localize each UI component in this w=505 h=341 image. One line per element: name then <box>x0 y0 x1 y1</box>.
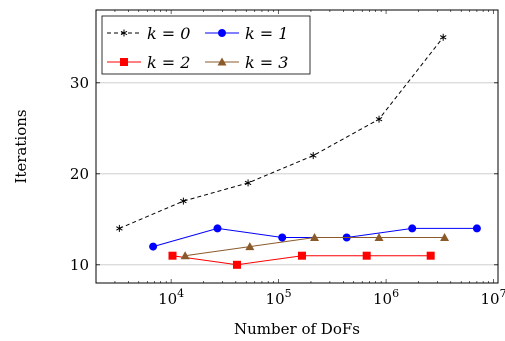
star-stroke <box>439 35 447 40</box>
legend-label-k-2: k = 2 <box>147 53 190 72</box>
data-point-k-3-1 <box>245 242 255 251</box>
star-stroke <box>375 117 383 122</box>
data-point-k-0-0 <box>116 224 123 232</box>
series-layer <box>116 33 481 269</box>
data-point-k-2-4 <box>426 251 435 260</box>
legend: k = 0 k = 1 k = 2 k = 3 <box>101 15 311 75</box>
y-tick-label-20: 20 <box>70 165 89 183</box>
series-k-3 <box>180 233 450 260</box>
series-line-k-0 <box>119 36 444 229</box>
data-point-k-2-3 <box>362 251 371 260</box>
star-stroke <box>116 226 123 231</box>
data-point-k-3-4 <box>440 233 450 241</box>
data-point-k-1-1 <box>213 224 222 233</box>
data-point-k-2-1 <box>232 260 241 269</box>
legend-marker-k-1 <box>218 29 226 37</box>
data-point-k-1-0 <box>149 242 158 251</box>
x-tick-label-4: 104 <box>158 287 184 308</box>
legend-box <box>101 15 311 75</box>
data-point-k-0-4 <box>375 115 383 123</box>
data-point-k-1-4 <box>408 224 417 233</box>
x-tick-label-6: 106 <box>373 287 399 308</box>
star-stroke <box>180 198 187 204</box>
legend-label-k-1: k = 1 <box>245 24 288 43</box>
y-tick-label-10: 10 <box>70 256 89 274</box>
legend-marker-k-3 <box>217 57 227 66</box>
legend-marker-k-0 <box>120 29 128 37</box>
data-point-k-0-2 <box>244 179 252 187</box>
star-stroke <box>120 30 128 36</box>
x-tick-label-5: 105 <box>266 287 292 308</box>
data-point-k-0-3 <box>309 152 317 160</box>
series-k-2 <box>168 251 435 269</box>
x-tick-label-7: 107 <box>481 287 505 308</box>
legend-entry-k-3: k = 3 <box>205 53 288 72</box>
x-axis-label: Number of DoFs <box>234 320 360 338</box>
legend-label-k-0: k = 0 <box>147 24 190 43</box>
data-point-k-2-0 <box>168 251 177 260</box>
star-stroke <box>309 153 317 158</box>
y-axis-label: Iterations <box>12 109 30 183</box>
data-point-k-1-2 <box>278 233 287 242</box>
series-k-0 <box>116 33 447 232</box>
legend-label-k-3: k = 3 <box>245 53 288 72</box>
legend-entry-k-0: k = 0 <box>107 24 190 43</box>
data-point-k-3-3 <box>374 233 384 241</box>
data-point-k-1-5 <box>472 224 481 233</box>
data-point-k-2-2 <box>297 251 306 260</box>
data-point-k-3-2 <box>310 233 320 241</box>
tick-layer: 10 20 30 104 105 106 107 <box>70 10 505 308</box>
data-point-k-0-1 <box>180 197 187 205</box>
legend-entry-k-1: k = 1 <box>205 24 288 43</box>
legend-entry-k-2: k = 2 <box>107 53 190 72</box>
star-stroke <box>244 180 252 186</box>
data-point-k-0-5 <box>439 33 447 41</box>
legend-marker-k-2 <box>120 58 128 66</box>
grid-layer <box>96 82 498 266</box>
plot-frame <box>95 9 499 284</box>
y-tick-label-30: 30 <box>70 74 89 92</box>
data-point-k-3-0 <box>180 251 190 260</box>
